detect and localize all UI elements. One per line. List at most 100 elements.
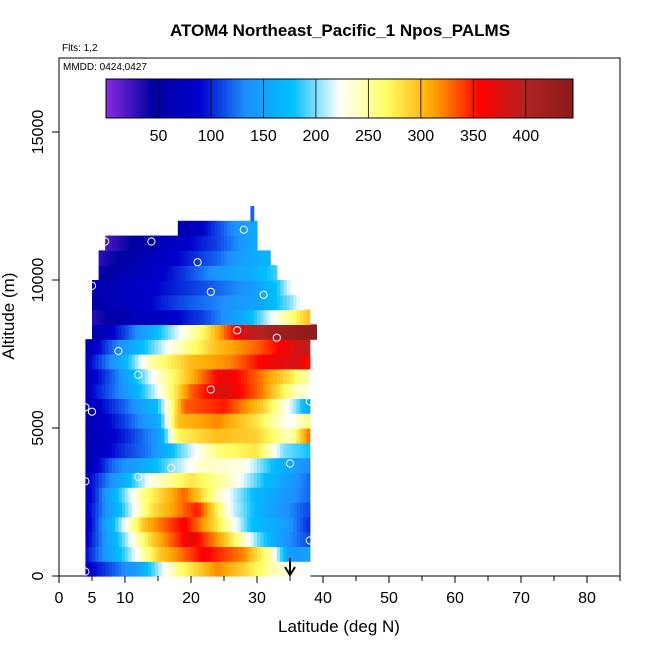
heatmap-cell xyxy=(266,561,271,577)
heatmap-cell xyxy=(240,383,245,399)
heatmap-cell xyxy=(260,265,265,281)
heatmap-cell xyxy=(134,265,139,281)
colorbar-segment xyxy=(409,79,413,118)
colorbar-segment xyxy=(167,79,171,118)
heatmap-cell xyxy=(154,516,159,533)
heatmap-cell xyxy=(250,220,255,237)
colorbar-segment xyxy=(357,79,361,118)
heatmap-cell xyxy=(131,546,136,562)
heatmap-cell xyxy=(214,531,218,547)
heatmap-cell xyxy=(290,487,294,503)
heatmap-cell xyxy=(164,294,169,311)
heatmap-cell xyxy=(105,265,110,281)
heatmap-cell xyxy=(263,546,268,562)
heatmap-cell xyxy=(210,280,215,296)
heatmap-cell xyxy=(240,546,245,562)
heatmap-cell xyxy=(237,516,242,533)
heatmap-cell xyxy=(125,280,129,296)
heatmap-cell xyxy=(118,502,123,518)
heatmap-cell xyxy=(266,354,271,370)
heatmap-cell xyxy=(161,428,166,444)
heatmap-cell xyxy=(210,546,215,562)
heatmap-cell xyxy=(128,516,133,533)
heatmap-cell xyxy=(257,428,261,444)
heatmap-cell xyxy=(214,265,218,281)
heatmap-cell xyxy=(141,309,146,325)
heatmap-cell xyxy=(247,546,251,562)
colorbar-segment xyxy=(187,79,192,118)
heatmap-cell xyxy=(299,368,304,385)
heatmap-cell xyxy=(240,368,245,385)
heatmap-cell xyxy=(105,309,110,325)
heatmap-cell xyxy=(138,413,143,429)
heatmap-cell xyxy=(138,502,143,518)
heatmap-cell xyxy=(115,442,119,459)
heatmap-cell xyxy=(118,472,123,488)
sample-marker xyxy=(81,477,90,486)
heatmap-cell xyxy=(151,368,156,385)
heatmap-cell xyxy=(214,428,218,444)
heatmap-cell xyxy=(174,265,179,281)
heatmap-cell xyxy=(131,294,136,311)
heatmap-cell xyxy=(217,546,222,562)
heatmap-cell xyxy=(111,516,116,533)
heatmap-cell xyxy=(303,472,308,488)
heatmap-cell xyxy=(167,235,172,251)
heatmap-cell xyxy=(85,428,90,444)
heatmap-cell xyxy=(161,339,166,355)
heatmap-cell xyxy=(194,354,199,370)
heatmap-cell xyxy=(151,265,156,281)
heatmap-cell xyxy=(174,531,179,547)
heatmap-cell xyxy=(108,442,113,459)
heatmap-cell xyxy=(95,368,100,385)
heatmap-cell xyxy=(134,398,139,414)
heatmap-cell xyxy=(115,516,119,533)
heatmap-cell xyxy=(177,235,182,251)
heatmap-cell xyxy=(191,324,195,340)
heatmap-cell xyxy=(148,383,152,399)
heatmap-cell xyxy=(273,354,278,370)
colorbar-segment xyxy=(319,79,323,118)
colorbar-segment xyxy=(281,79,285,118)
heatmap-cell xyxy=(105,516,110,533)
heatmap-cell xyxy=(121,324,126,340)
heatmap-cell xyxy=(290,324,294,340)
colorbar-segment xyxy=(368,79,373,118)
heatmap-cell xyxy=(141,324,146,340)
heatmap-cell xyxy=(128,324,133,340)
heatmap-cell xyxy=(125,354,129,370)
heatmap-cell xyxy=(161,472,166,488)
heatmap-cell xyxy=(177,220,182,237)
heatmap-cell xyxy=(138,309,143,325)
colorbar-segment xyxy=(126,79,130,118)
heatmap-cell xyxy=(105,235,110,251)
heatmap-cell xyxy=(194,457,199,473)
heatmap-cell xyxy=(247,324,251,340)
heatmap-cell xyxy=(303,442,308,459)
heatmap-cell xyxy=(200,561,205,577)
heatmap-cell xyxy=(141,383,146,399)
heatmap-cell xyxy=(247,354,251,370)
heatmap-cell xyxy=(138,487,143,503)
heatmap-cell xyxy=(167,561,172,577)
heatmap-cell xyxy=(194,294,199,311)
heatmap-cell xyxy=(111,354,116,370)
heatmap-cell xyxy=(247,235,251,251)
heatmap-cell xyxy=(181,354,185,370)
colorbar-segment xyxy=(389,79,393,118)
heatmap-cell xyxy=(227,265,232,281)
heatmap-cell xyxy=(207,250,212,266)
heatmap-cell xyxy=(263,487,268,503)
heatmap-cell xyxy=(167,383,172,399)
heatmap-cell xyxy=(171,309,176,325)
heatmap-cell xyxy=(167,294,172,311)
heatmap-cell xyxy=(154,294,159,311)
heatmap-cell xyxy=(207,398,212,414)
heatmap-cell xyxy=(191,280,195,296)
heatmap-cell xyxy=(204,309,209,325)
heatmap-cell xyxy=(290,442,294,459)
heatmap-cell xyxy=(273,472,278,488)
heatmap-cell xyxy=(237,368,242,385)
heatmap-cell xyxy=(224,442,228,459)
heatmap-cell xyxy=(273,309,278,325)
